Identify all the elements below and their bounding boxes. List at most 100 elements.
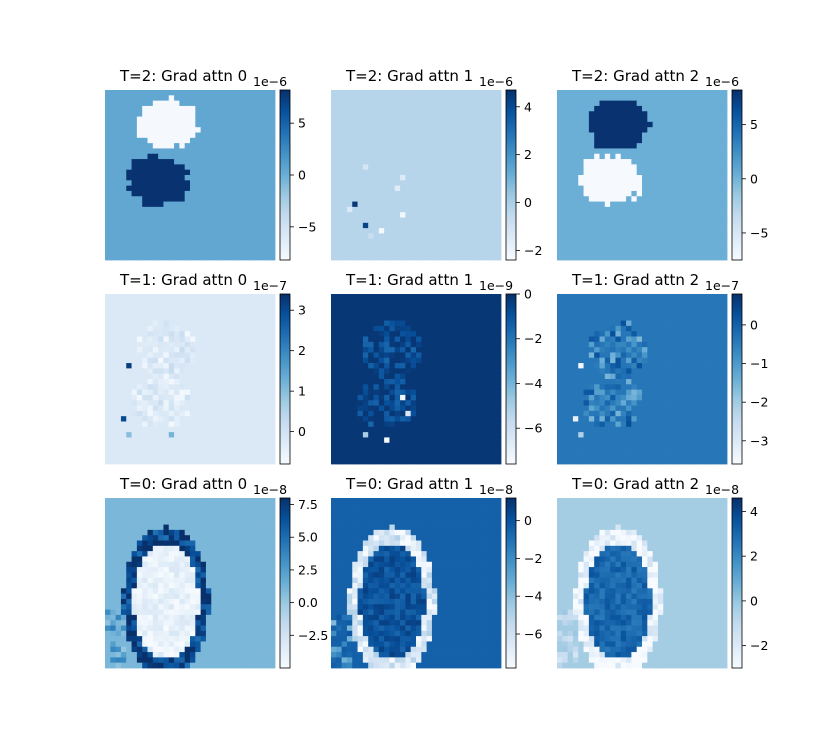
heatmap-cell — [352, 95, 358, 102]
heatmap-cell — [557, 121, 563, 128]
heatmap-cell — [421, 384, 428, 391]
heatmap-cell — [131, 212, 138, 218]
heatmap-cell — [105, 309, 111, 316]
heatmap-cell — [711, 164, 717, 171]
heatmap-cell — [168, 405, 175, 412]
heatmap-cell — [695, 121, 701, 128]
heatmap-cell — [626, 116, 632, 123]
heatmap-cell — [610, 164, 616, 171]
heatmap-cell — [405, 121, 412, 128]
heatmap-cell — [657, 143, 664, 149]
heatmap-cell — [158, 421, 164, 428]
heatmap-cell — [211, 352, 217, 359]
heatmap-cell — [152, 405, 159, 412]
heatmap-cell — [269, 217, 276, 224]
heatmap-cell — [442, 325, 449, 332]
heatmap-cell — [400, 137, 406, 144]
heatmap-cell — [269, 458, 276, 465]
heatmap-cell — [147, 175, 154, 181]
heatmap-cell — [485, 159, 491, 165]
heatmap-cell — [400, 233, 406, 240]
heatmap-cell — [626, 132, 632, 139]
heatmap-cell — [421, 222, 428, 229]
colorbar-tick-label: 0 — [750, 171, 758, 186]
heatmap-cell — [647, 105, 654, 112]
heatmap-cell — [142, 222, 148, 229]
heatmap-cell — [120, 185, 127, 192]
heatmap-cell — [362, 111, 369, 117]
heatmap-cell — [158, 352, 164, 359]
heatmap-cell — [232, 400, 239, 406]
heatmap-cell — [400, 148, 406, 155]
heatmap-cell — [620, 127, 627, 133]
heatmap-cell — [410, 244, 417, 250]
heatmap-cell — [604, 212, 611, 218]
heatmap-cell — [110, 233, 117, 240]
heatmap-cell — [368, 244, 374, 250]
heatmap-cell — [490, 368, 497, 375]
heatmap-cell — [336, 190, 343, 197]
heatmap-cell — [336, 315, 343, 321]
heatmap-cell — [588, 185, 595, 192]
heatmap-cell — [453, 105, 459, 112]
heatmap-cell — [269, 175, 276, 181]
heatmap-cell — [227, 100, 233, 107]
heatmap-cell — [389, 164, 396, 171]
heatmap-cell — [384, 315, 390, 321]
heatmap-cell — [431, 309, 438, 316]
heatmap-cell — [221, 217, 228, 224]
heatmap-cell — [269, 294, 276, 300]
heatmap-cell — [352, 121, 358, 128]
heatmap-cell — [426, 325, 433, 332]
heatmap-cell — [716, 153, 723, 160]
heatmap-cell — [253, 175, 260, 181]
heatmap-cell — [147, 384, 154, 391]
heatmap-cell — [105, 416, 111, 422]
heatmap-cell — [490, 153, 497, 160]
heatmap-cell — [200, 121, 207, 128]
heatmap-cell — [147, 437, 154, 444]
heatmap-cell — [341, 233, 348, 240]
heatmap-cell — [357, 315, 364, 321]
heatmap-cell — [400, 304, 406, 311]
heatmap-cell — [695, 175, 701, 181]
heatmap-cell — [557, 228, 563, 234]
heatmap-cell — [341, 336, 348, 343]
heatmap-cell — [426, 217, 433, 224]
heatmap-cell — [200, 249, 207, 256]
heatmap-cell — [195, 379, 202, 385]
heatmap-cell — [400, 100, 406, 107]
heatmap-cell — [152, 331, 159, 337]
heatmap-cell — [588, 175, 595, 181]
heatmap-cell — [248, 244, 255, 250]
heatmap-cell — [336, 175, 343, 181]
heatmap-cell — [211, 169, 217, 176]
heatmap-cell — [416, 320, 422, 327]
heatmap-cell — [331, 100, 337, 107]
heatmap-cell — [158, 116, 164, 123]
heatmap-cell — [389, 169, 396, 176]
heatmap-cell — [410, 121, 417, 128]
heatmap-cell — [264, 336, 271, 343]
heatmap-cell — [490, 90, 497, 96]
heatmap-cell — [253, 373, 260, 380]
heatmap-cell — [232, 153, 239, 160]
heatmap-cell — [362, 222, 369, 229]
heatmap-cell — [453, 238, 459, 245]
heatmap-cell — [115, 432, 122, 438]
heatmap-cell — [416, 100, 422, 107]
heatmap-cell — [373, 121, 380, 128]
heatmap-cell — [479, 384, 486, 391]
heatmap-cell — [168, 244, 175, 250]
heatmap-cell — [264, 379, 271, 385]
heatmap-cell — [495, 315, 502, 321]
heatmap-cell — [378, 421, 385, 428]
heatmap-cell — [437, 217, 443, 224]
heatmap-cell — [684, 137, 691, 144]
heatmap-cell — [264, 432, 271, 438]
heatmap-cell — [400, 394, 406, 401]
heatmap-cell — [394, 111, 401, 117]
heatmap-cell — [190, 384, 196, 391]
heatmap-cell — [700, 153, 707, 160]
heatmap-cell — [200, 228, 207, 234]
